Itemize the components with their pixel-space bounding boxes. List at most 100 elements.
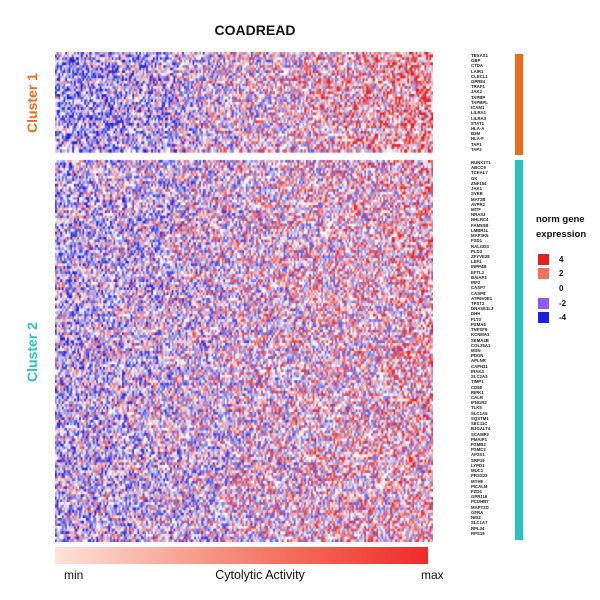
gene-label: NID2 xyxy=(471,515,481,521)
gene-label: LEF1 xyxy=(471,259,482,265)
gene-label: AP2S1 xyxy=(471,452,485,458)
gene-label: CLECL1 xyxy=(471,73,488,79)
legend-title-line2: expression xyxy=(536,228,587,240)
gene-label: SLC1A5 xyxy=(471,410,488,416)
gene-label: LMBR1L xyxy=(471,227,489,233)
gene-label: MUC1 xyxy=(471,468,484,474)
cytolytic-activity-label: Cytolytic Activity xyxy=(215,568,305,582)
gene-label: ZNF154 xyxy=(471,180,487,186)
gene-label: PRSS23 xyxy=(471,473,488,479)
gene-label: ZFYVE28 xyxy=(471,254,490,259)
gene-label: TNFSF9 xyxy=(471,327,488,333)
gene-label: GBP xyxy=(471,58,481,64)
gene-label: EFTL2 xyxy=(471,269,485,275)
gene-label: PDGN xyxy=(471,353,484,359)
legend-swatch xyxy=(538,268,549,279)
gene-label: TRAF1 xyxy=(471,84,485,90)
gene-label: HLA-A xyxy=(471,125,485,131)
gene-label: SVEB xyxy=(471,191,483,197)
gene-label: B2M xyxy=(471,131,481,137)
gene-label: RALGDS xyxy=(471,243,490,249)
gene-label: MAT2B xyxy=(471,196,486,202)
cluster-1-bar xyxy=(515,54,523,155)
gene-label: ABCC9 xyxy=(471,165,486,171)
gene-label: LYPD1 xyxy=(471,462,485,468)
legend-title: norm gene expression xyxy=(536,213,586,242)
gene-label: GPR116 xyxy=(471,494,488,500)
gene-label: PLD3 xyxy=(471,248,482,254)
gene-label: CASP7 xyxy=(471,285,486,291)
gene-label: IRF2 xyxy=(471,280,481,286)
gene-label: LILRA3 xyxy=(471,115,487,121)
gene-label: TCEAL7 xyxy=(471,170,488,176)
gene-label: MAPT2D xyxy=(471,504,489,510)
gene-label: SCAMP2 xyxy=(471,431,489,437)
gene-label: PSMA6 xyxy=(471,321,486,327)
gene-label: STAT1 xyxy=(471,120,484,126)
gene-label: GFRA xyxy=(471,509,484,515)
gene-label: APLNR xyxy=(471,358,486,364)
legend-swatch xyxy=(538,283,549,294)
gene-label: NRAS3 xyxy=(471,212,486,218)
gene-label: CAPN11 xyxy=(471,363,488,369)
gene-label: PCDHB7 xyxy=(471,499,489,505)
legend-value: -4 xyxy=(559,313,567,322)
gene-label: JAK1 xyxy=(471,186,482,192)
gene-label: DNASE1L3 xyxy=(471,306,494,312)
gene-label: CASP8 xyxy=(471,290,486,296)
legend-title-line1: norm gene xyxy=(536,214,585,225)
gene-label: SEMA4B xyxy=(471,337,489,343)
gene-label: SEC11C xyxy=(471,421,488,427)
gene-label: CD58 xyxy=(471,384,482,390)
gene-label: DHH xyxy=(471,311,481,317)
gene-label: INPP4B xyxy=(471,264,487,270)
gene-label: IFNGR2 xyxy=(471,400,487,406)
gene-label: TIMP1 xyxy=(471,379,484,385)
gene-label: TLK5 xyxy=(471,405,482,411)
gene-label: MAP3K5 xyxy=(471,233,489,239)
chart-title: COADREAD xyxy=(214,22,296,38)
gene-label: FLT3 xyxy=(471,316,481,322)
gradient-max-label: max xyxy=(421,568,444,582)
gene-label: JAK2 xyxy=(471,89,482,95)
gene-label: ATP6V0E1 xyxy=(471,295,493,301)
gene-label: TAPBPL xyxy=(471,99,488,105)
gene-label: SLC2A3 xyxy=(471,374,488,380)
gene-label: PSMC2 xyxy=(471,447,486,453)
gene-label: RPS19 xyxy=(471,530,485,536)
gene-label: AVPR2 xyxy=(471,201,486,207)
gene-label: NHLRC4 xyxy=(471,217,489,223)
cluster-2-bar xyxy=(515,160,523,540)
gene-label: RIPK1 xyxy=(471,389,484,395)
gene-label: FSD1 xyxy=(471,238,482,244)
cluster-2-label: Cluster 2 xyxy=(24,322,40,382)
legend-swatch xyxy=(538,254,549,265)
gene-label: PMAIP1 xyxy=(471,436,487,442)
gene-label: SQSTM1 xyxy=(471,415,489,421)
gene-label: SLC1A7 xyxy=(471,520,488,526)
gene-label: TAP2 xyxy=(471,146,482,152)
gene-label: CTDA xyxy=(471,63,483,69)
cytolytic-activity-gradient xyxy=(55,547,428,564)
gene-label: FZD4 xyxy=(471,489,482,494)
gene-label: TPST2 xyxy=(471,301,485,306)
gene-label: KCNMA1 xyxy=(471,332,490,338)
gene-label: RUNX1T1 xyxy=(471,160,491,165)
gradient-min-label: min xyxy=(64,568,84,582)
legend-value: -2 xyxy=(559,299,567,308)
legend-value: 4 xyxy=(559,255,564,264)
gene-label: TAP1 xyxy=(471,141,482,147)
legend-swatch xyxy=(538,298,549,309)
cluster-1-label: Cluster 1 xyxy=(24,73,40,133)
gene-label: B3GALT4 xyxy=(471,426,491,432)
gene-label: FAM5SB xyxy=(471,222,489,228)
gene-label: MSN xyxy=(471,348,481,353)
gene-label: TAPBP xyxy=(471,94,486,100)
gene-label: RPL34 xyxy=(471,525,485,531)
gene-label: SRP19 xyxy=(471,457,485,463)
gene-label: LILRA1 xyxy=(471,110,487,116)
gene-label: BAIAP2 xyxy=(471,274,487,280)
gene-label: PSMB3 xyxy=(471,442,486,447)
legend-value: 0 xyxy=(559,284,564,293)
legend-value: 2 xyxy=(559,269,564,278)
